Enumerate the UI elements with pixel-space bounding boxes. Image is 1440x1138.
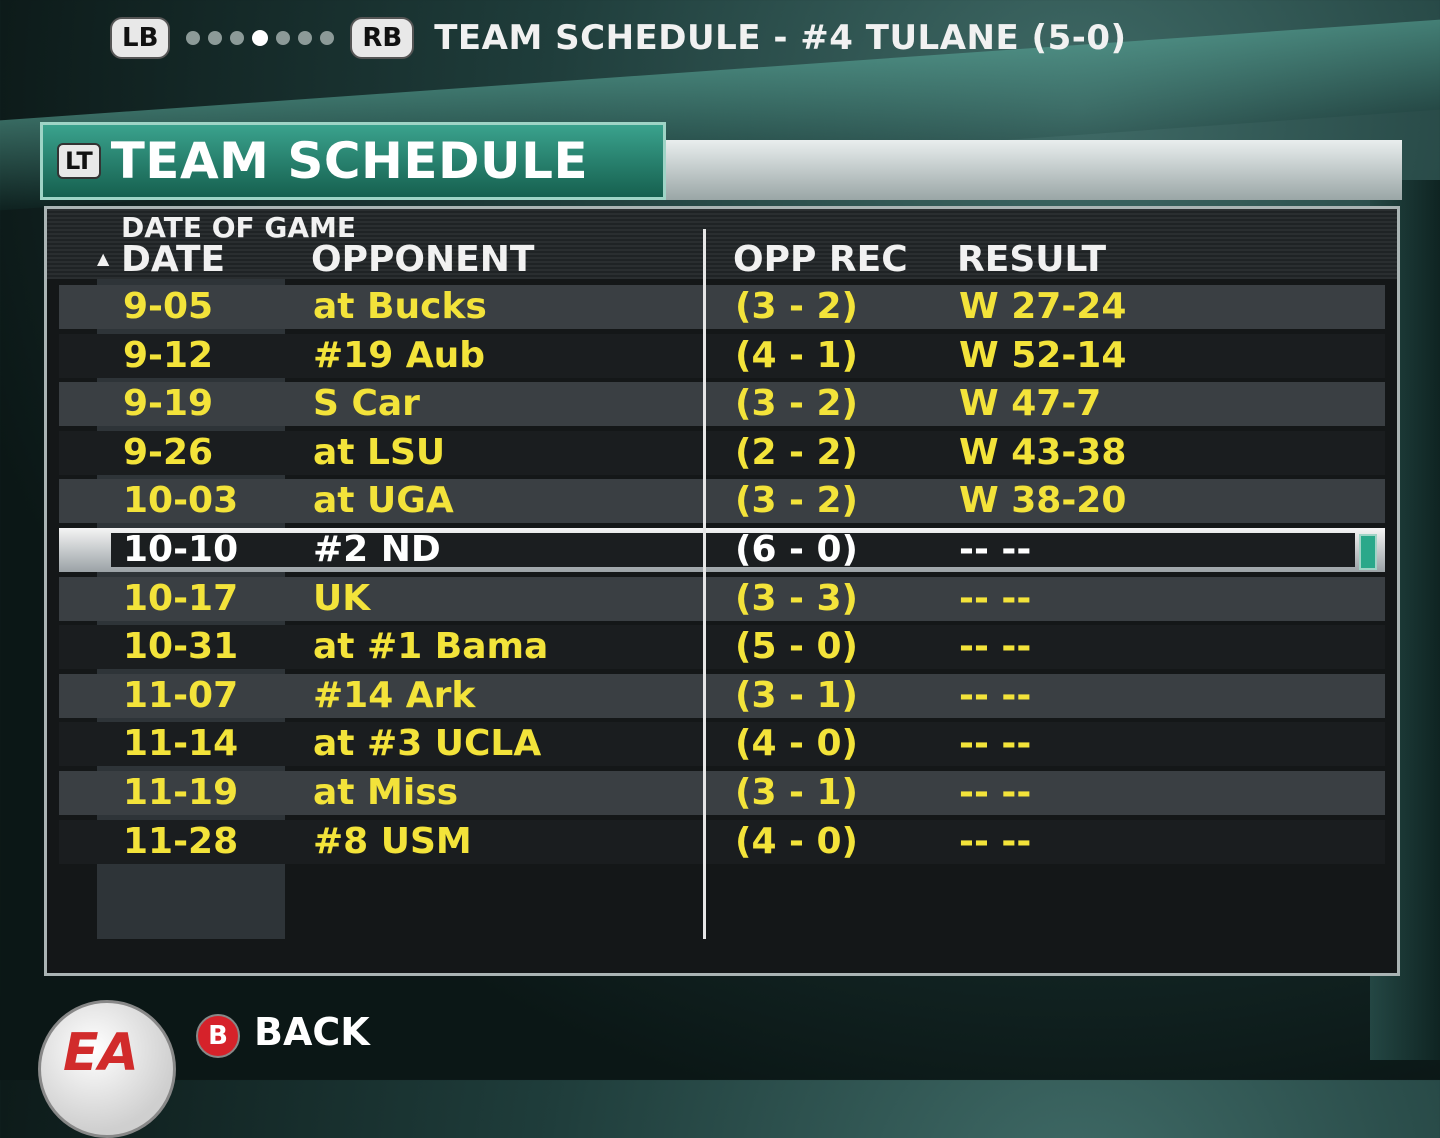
cell-opp-rec: (3 - 2) bbox=[735, 480, 859, 522]
table-row[interactable]: 11-14 at #3 UCLA (4 - 0) -- -- bbox=[59, 722, 1385, 767]
column-header-date[interactable]: DATE bbox=[121, 239, 226, 280]
panel-title: TEAM SCHEDULE bbox=[110, 132, 589, 190]
table-row[interactable]: 9-05 at Bucks (3 - 2) W 27-24 bbox=[59, 285, 1385, 329]
column-header-result[interactable]: RESULT bbox=[957, 239, 1107, 280]
cell-result: W 52-14 bbox=[959, 334, 1127, 376]
table-row[interactable]: 11-19 at Miss (3 - 1) -- -- bbox=[59, 771, 1385, 815]
page-dot bbox=[298, 31, 313, 45]
cell-opponent: at #1 Bama bbox=[313, 626, 549, 668]
schedule-panel: LT TEAM SCHEDULE DATE OF GAME ▲ DATE OPP… bbox=[40, 122, 1402, 986]
cell-opponent: #19 Aub bbox=[313, 334, 486, 376]
panel-header: LT TEAM SCHEDULE bbox=[40, 122, 666, 200]
cell-date: 10-31 bbox=[123, 626, 239, 668]
cell-opp-rec: (3 - 2) bbox=[735, 383, 859, 425]
cell-result: -- -- bbox=[959, 723, 1032, 765]
table-row[interactable]: 10-03 at UGA (3 - 2) W 38-20 bbox=[59, 479, 1385, 524]
cell-date: 11-14 bbox=[123, 723, 239, 765]
cell-date: 10-03 bbox=[123, 480, 239, 522]
panel-header-extension bbox=[652, 140, 1402, 200]
cell-opp-rec: (2 - 2) bbox=[735, 431, 859, 473]
cell-opponent: S Car bbox=[313, 383, 420, 425]
cell-opp-rec: (4 - 0) bbox=[735, 723, 859, 765]
cell-result: W 27-24 bbox=[959, 286, 1127, 327]
lt-button[interactable]: LT bbox=[57, 143, 101, 179]
selection-marker bbox=[1359, 534, 1377, 570]
page-dot bbox=[208, 31, 223, 45]
cell-opp-rec: (6 - 0) bbox=[735, 529, 859, 570]
column-header-row: DATE OF GAME ▲ DATE OPPONENT OPP REC RES… bbox=[47, 209, 1397, 280]
cell-opp-rec: (4 - 1) bbox=[735, 334, 859, 376]
table-row[interactable]: 9-26 at LSU (2 - 2) W 43-38 bbox=[59, 430, 1385, 475]
page-dot bbox=[276, 31, 291, 45]
table-row[interactable]: 11-28 #8 USM (4 - 0) -- -- bbox=[59, 819, 1385, 864]
cell-opp-rec: (3 - 2) bbox=[735, 286, 859, 327]
cell-opponent: UK bbox=[313, 577, 371, 619]
page-dot bbox=[320, 31, 335, 45]
cell-opponent: at LSU bbox=[313, 431, 446, 473]
cell-date: 10-10 bbox=[123, 529, 239, 570]
screen-title: TEAM SCHEDULE - #4 TULANE (5-0) bbox=[434, 18, 1127, 58]
cell-result: -- -- bbox=[959, 626, 1032, 668]
cell-date: 9-12 bbox=[123, 334, 214, 376]
cell-opponent: #14 Ark bbox=[313, 674, 476, 716]
column-header-opp-rec[interactable]: OPP REC bbox=[733, 239, 908, 280]
ea-sports-logo: EA bbox=[38, 1000, 176, 1138]
table-row[interactable]: 9-19 S Car (3 - 2) W 47-7 bbox=[59, 382, 1385, 427]
cell-result: -- -- bbox=[959, 820, 1032, 862]
cell-opponent: #2 ND bbox=[313, 529, 441, 570]
page-dot bbox=[230, 31, 245, 45]
cell-result: -- -- bbox=[959, 577, 1032, 619]
cell-result: -- -- bbox=[959, 772, 1032, 813]
column-divider bbox=[703, 229, 706, 939]
table-row[interactable]: 10-17 UK (3 - 3) -- -- bbox=[59, 576, 1385, 621]
sort-ascending-icon: ▲ bbox=[97, 249, 110, 268]
cell-opponent: at UGA bbox=[313, 480, 454, 522]
cell-opponent: at Miss bbox=[313, 772, 459, 813]
cell-date: 9-19 bbox=[123, 383, 214, 425]
sort-label: DATE OF GAME bbox=[121, 211, 357, 244]
cell-opp-rec: (3 - 1) bbox=[735, 772, 859, 813]
table-row[interactable]: 10-31 at #1 Bama (5 - 0) -- -- bbox=[59, 625, 1385, 670]
table-row-selected[interactable]: 10-10 #2 ND (6 - 0) -- -- bbox=[59, 528, 1385, 572]
rb-button[interactable]: RB bbox=[350, 17, 415, 59]
cell-result: -- -- bbox=[959, 529, 1032, 570]
cell-date: 9-26 bbox=[123, 431, 214, 473]
ea-logo-text: EA bbox=[63, 1023, 139, 1083]
cell-result: -- -- bbox=[959, 674, 1032, 716]
top-nav: LB RB TEAM SCHEDULE - #4 TULANE (5-0) bbox=[110, 12, 1127, 64]
lb-button[interactable]: LB bbox=[110, 17, 171, 59]
back-button[interactable]: BACK bbox=[254, 1010, 370, 1054]
cell-opponent: at #3 UCLA bbox=[313, 723, 542, 765]
cell-opponent: at Bucks bbox=[313, 286, 487, 327]
cell-date: 9-05 bbox=[123, 286, 214, 327]
schedule-table: DATE OF GAME ▲ DATE OPPONENT OPP REC RES… bbox=[44, 206, 1400, 976]
cell-opp-rec: (3 - 1) bbox=[735, 674, 859, 716]
cell-result: W 38-20 bbox=[959, 480, 1127, 522]
table-row[interactable]: 11-07 #14 Ark (3 - 1) -- -- bbox=[59, 673, 1385, 718]
page-dot bbox=[186, 31, 201, 45]
table-row[interactable]: 9-12 #19 Aub (4 - 1) W 52-14 bbox=[59, 333, 1385, 378]
column-header-opponent[interactable]: OPPONENT bbox=[311, 239, 535, 280]
page-dot bbox=[252, 30, 269, 46]
cell-opponent: #8 USM bbox=[313, 820, 472, 862]
page-indicator bbox=[186, 30, 335, 46]
cell-date: 11-28 bbox=[123, 820, 239, 862]
cell-date: 10-17 bbox=[123, 577, 239, 619]
b-button-icon[interactable]: B bbox=[196, 1014, 240, 1058]
cell-result: W 43-38 bbox=[959, 431, 1127, 473]
cell-opp-rec: (3 - 3) bbox=[735, 577, 859, 619]
cell-date: 11-19 bbox=[123, 772, 239, 813]
cell-date: 11-07 bbox=[123, 674, 239, 716]
cell-result: W 47-7 bbox=[959, 383, 1102, 425]
selection-highlight bbox=[111, 533, 1355, 567]
cell-opp-rec: (5 - 0) bbox=[735, 626, 859, 668]
cell-opp-rec: (4 - 0) bbox=[735, 820, 859, 862]
